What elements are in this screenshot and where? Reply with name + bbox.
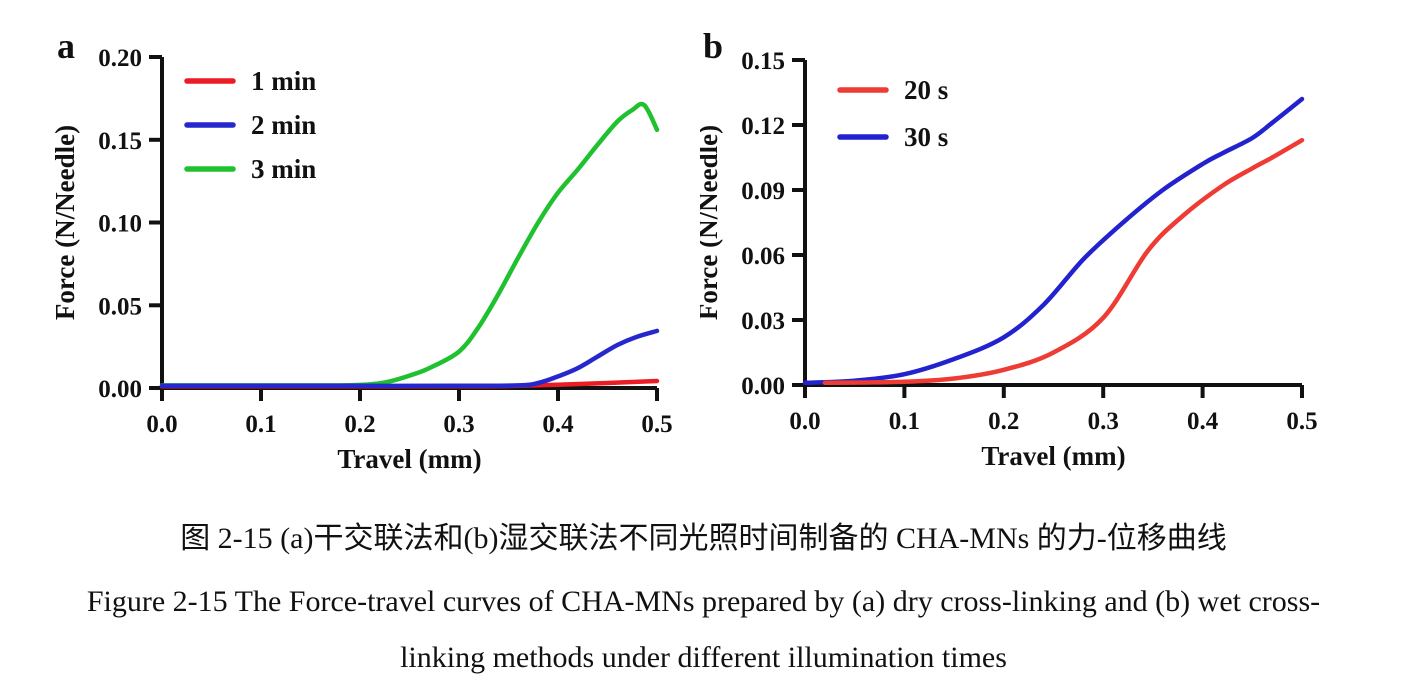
x-tick-label: 0.2 bbox=[344, 411, 375, 438]
chart-svg-b: 0.00 0.03 0.06 0.09 0.12 0.15 0.0 0.1 0.2 0.3 0.4 0… bbox=[693, 48, 1318, 471]
caption-chinese: 图 2-15 (a)干交联法和(b)湿交联法不同光照时间制备的 CHA-MNs … bbox=[180, 522, 1227, 555]
y-tick-label: 0.12 bbox=[741, 113, 785, 140]
chart-panel-a: 0.00 0.05 0.10 0.15 0.20 0.0 0.1 0.2 0.3 0.4 0.5 Fo… bbox=[0, 0, 705, 500]
axis-spines bbox=[160, 57, 657, 390]
y-axis-title: Force (N/Needle) bbox=[50, 125, 80, 320]
panel-b-label: b bbox=[703, 26, 724, 66]
chart-svg-a: 0.00 0.05 0.10 0.15 0.20 0.0 0.1 0.2 0.3 0.4 0.5 Fo… bbox=[50, 45, 673, 474]
x-tick-label: 0.1 bbox=[245, 411, 276, 438]
series-curve-3-min bbox=[159, 101, 660, 388]
legend-label: 2 min bbox=[251, 110, 316, 140]
x-tick-label: 0.3 bbox=[443, 411, 474, 438]
x-tick-label: 0.4 bbox=[542, 411, 574, 438]
caption-english-line1: Figure 2-15 The Force-travel curves of C… bbox=[86, 585, 1321, 618]
chart-panel-b: 0.00 0.03 0.06 0.09 0.12 0.15 0.0 0.1 0.2 0.3 0.4 0… bbox=[693, 0, 1405, 500]
x-tick-label: 0.2 bbox=[988, 408, 1019, 435]
y-tick-label: 0.09 bbox=[741, 178, 785, 205]
x-tick-label: 0.0 bbox=[146, 411, 177, 438]
y-tick-label: 0.20 bbox=[98, 45, 142, 72]
y-axis-title: Force (N/Needle) bbox=[700, 125, 723, 320]
panel-a-label: a bbox=[57, 26, 75, 66]
y-tick-label: 0.03 bbox=[741, 308, 785, 335]
x-tick-label: 0.5 bbox=[641, 411, 672, 438]
y-tick-label: 0.15 bbox=[741, 48, 785, 75]
legend-label: 20 s bbox=[904, 75, 948, 105]
series-curve-30-s bbox=[802, 96, 1305, 386]
x-tick-label: 0.5 bbox=[1286, 408, 1317, 435]
y-tick-label: 0.00 bbox=[98, 376, 142, 403]
caption-english-line2: linking methods under different illumina… bbox=[400, 641, 1007, 674]
y-tick-label: 0.06 bbox=[741, 243, 785, 270]
x-axis-title: Travel (mm) bbox=[981, 441, 1125, 471]
series-curve-2-min bbox=[159, 328, 660, 389]
x-axis-title: Travel (mm) bbox=[337, 444, 481, 474]
y-tick-label: 0.10 bbox=[98, 211, 142, 238]
legend-label: 3 min bbox=[251, 154, 316, 184]
y-tick-label: 0.00 bbox=[741, 373, 785, 400]
series-curve-20-s bbox=[822, 137, 1305, 386]
x-tick-label: 0.0 bbox=[789, 408, 820, 435]
legend-label: 1 min bbox=[251, 66, 316, 96]
y-tick-label: 0.15 bbox=[98, 128, 142, 155]
x-tick-label: 0.1 bbox=[889, 408, 920, 435]
x-tick-label: 0.4 bbox=[1187, 408, 1219, 435]
x-tick-label: 0.3 bbox=[1088, 408, 1119, 435]
y-tick-label: 0.05 bbox=[98, 293, 142, 320]
axis-spines bbox=[803, 60, 1302, 387]
legend-label: 30 s bbox=[904, 122, 948, 152]
